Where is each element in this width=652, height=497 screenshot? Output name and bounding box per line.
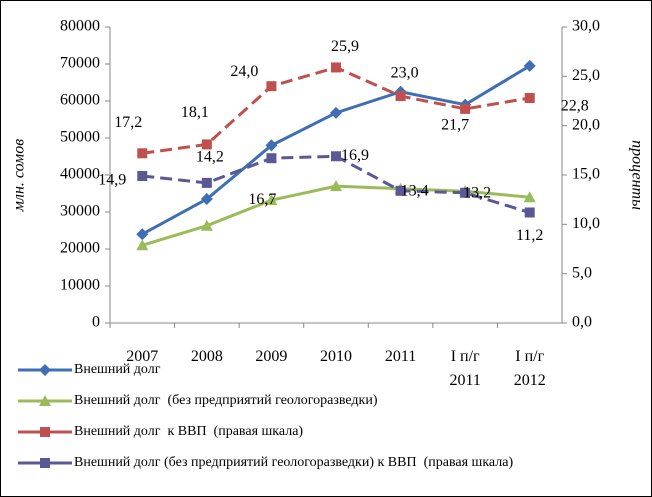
legend-label: Внешний долг (74, 362, 161, 377)
data-label: 21,7 (441, 117, 469, 134)
y2-tick-label: 25,0 (572, 67, 600, 84)
y2-tick-label: 20,0 (572, 116, 600, 133)
data-point (265, 194, 278, 206)
x-tick-label: 2007 (126, 348, 159, 365)
data-label: 13,2 (463, 184, 491, 201)
data-label: 13,4 (401, 182, 429, 199)
data-point (330, 106, 342, 119)
data-point (266, 153, 277, 164)
data-point (136, 228, 149, 241)
y-tick-label: 70000 (60, 55, 100, 72)
x-tick-label: I п/г 2011 (449, 348, 481, 389)
data-point (524, 207, 535, 218)
legend-marker (40, 427, 50, 437)
data-point (523, 191, 536, 203)
y-tick-label: 60000 (60, 92, 100, 109)
y2-tick-label: 10,0 (572, 215, 600, 232)
data-point (200, 193, 213, 206)
y2-tick-label: 5,0 (572, 264, 592, 281)
data-point (460, 187, 471, 198)
data-point (331, 151, 341, 162)
y-tick-label: 30000 (60, 203, 100, 220)
legend-label: Внешний долг к ВВП (правая шкала) (74, 424, 303, 439)
data-point (524, 93, 535, 104)
x-tick-label: 2009 (255, 348, 288, 365)
data-label: 16,9 (341, 147, 369, 164)
x-tick-label: 2011 (384, 348, 417, 365)
legend-label: Внешний долг (без предприятий геологораз… (74, 455, 513, 470)
y-tick-label: 0 (92, 314, 100, 331)
y-tick-label: 40000 (60, 166, 100, 183)
data-label: 18,1 (181, 104, 209, 121)
data-point (265, 139, 278, 152)
data-label: 11,2 (516, 227, 543, 244)
legend-marker (40, 458, 50, 468)
data-label: 23,0 (391, 65, 419, 82)
legend-marker (39, 364, 51, 376)
y-tick-label: 80000 (60, 18, 100, 35)
data-point (331, 62, 341, 73)
data-point (201, 177, 212, 188)
y-axis-label: млн. сомов (11, 139, 28, 212)
data-point (395, 91, 406, 102)
y-tick-label: 10000 (60, 277, 100, 294)
data-point (266, 81, 277, 92)
x-tick-label: 2008 (190, 348, 223, 365)
data-point (330, 180, 342, 192)
data-point (200, 219, 213, 231)
data-point (460, 103, 471, 114)
y2-tick-label: 0,0 (572, 314, 592, 331)
y2-tick-label: 15,0 (572, 166, 600, 183)
data-point (136, 239, 149, 251)
data-label: 14,9 (98, 172, 126, 189)
data-label: 22,8 (561, 98, 589, 115)
y2-tick-label: 30,0 (572, 18, 600, 35)
data-point (395, 185, 406, 196)
y2-axis-label: проценты (628, 140, 645, 210)
data-label: 24,0 (230, 63, 258, 80)
x-tick-label: I п/г 2012 (513, 348, 546, 389)
x-tick-label: 2010 (320, 348, 352, 365)
data-label: 16,7 (248, 191, 276, 208)
data-point (201, 139, 212, 150)
y-tick-label: 20000 (60, 240, 100, 257)
legend-label: Внешний долг (без предприятий геологораз… (74, 393, 378, 408)
data-point (523, 59, 536, 72)
y-tick-label: 50000 (60, 129, 100, 146)
data-point (137, 170, 148, 181)
data-label: 14,2 (196, 149, 224, 166)
data-point (137, 148, 148, 159)
data-label: 25,9 (331, 38, 359, 55)
legend-marker (39, 395, 51, 406)
data-label: 17,2 (114, 114, 142, 131)
